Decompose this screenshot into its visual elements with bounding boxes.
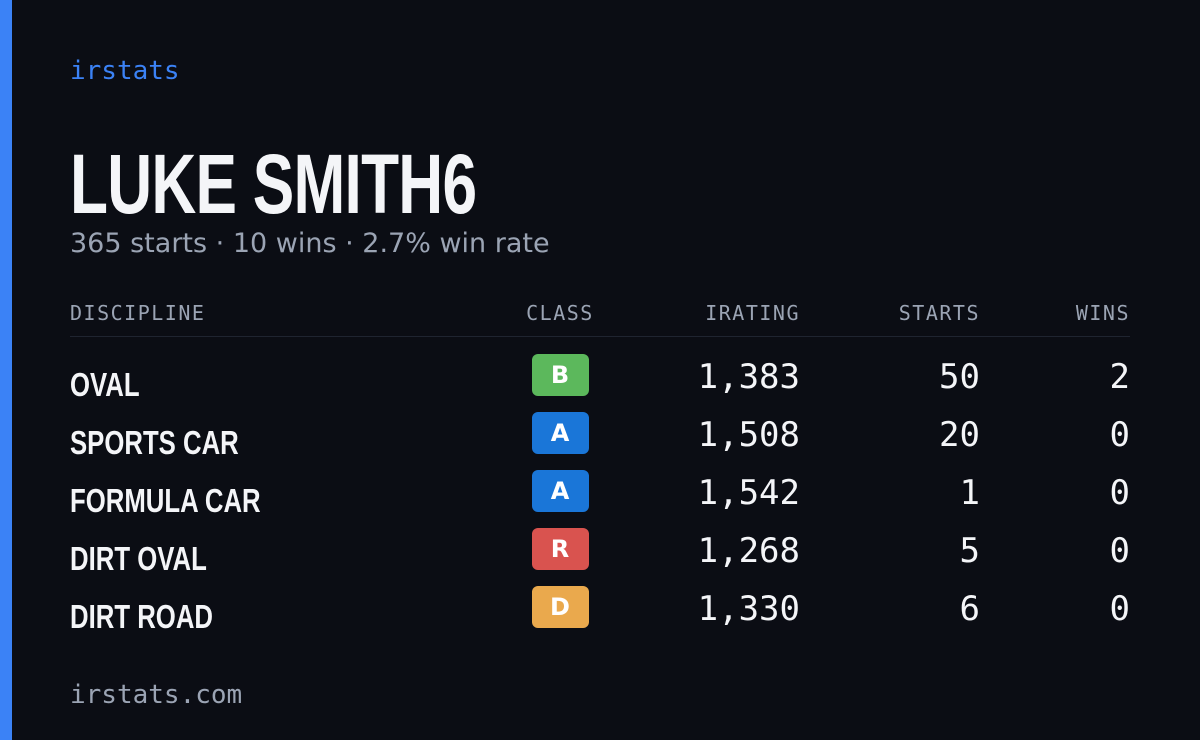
column-header: DISCIPLINE [70,301,206,325]
wins-value: 0 [1109,415,1130,455]
starts-value: 1 [959,473,980,513]
wins-value: 0 [1109,473,1130,513]
player-name: LUKE SMITH6 [70,137,477,231]
column-header: IRATING [705,301,800,325]
wins-value: 2 [1109,357,1130,397]
class-badge: D [531,586,589,628]
discipline: OVAL [70,366,140,403]
irating-value: 1,508 [697,415,800,455]
irating-value: 1,542 [697,473,800,513]
footer: irstats.com [70,680,243,710]
header-rule [70,336,1130,337]
class-badge: B [531,354,589,396]
accent-bar [0,0,12,740]
discipline: SPORTS CAR [70,424,239,461]
wins-value: 0 [1109,531,1130,571]
wins-value: 0 [1109,589,1130,629]
starts-value: 20 [939,415,980,455]
column-header: CLASS [526,301,594,325]
irating-value: 1,330 [697,589,800,629]
starts-value: 5 [959,531,980,571]
discipline: FORMULA CAR [70,482,261,519]
irating-value: 1,268 [697,531,800,571]
discipline: DIRT ROAD [70,598,213,635]
starts-value: 6 [959,589,980,629]
class-badge: A [531,470,589,512]
brand: irstats [70,56,180,86]
column-header: STARTS [898,301,980,325]
starts-value: 50 [939,357,980,397]
discipline: DIRT OVAL [70,540,207,577]
class-badge: A [531,412,589,454]
irating-value: 1,383 [697,357,800,397]
summary: 365 starts · 10 wins · 2.7% win rate [70,228,550,259]
column-header: WINS [1075,301,1130,325]
class-badge: R [531,528,589,570]
